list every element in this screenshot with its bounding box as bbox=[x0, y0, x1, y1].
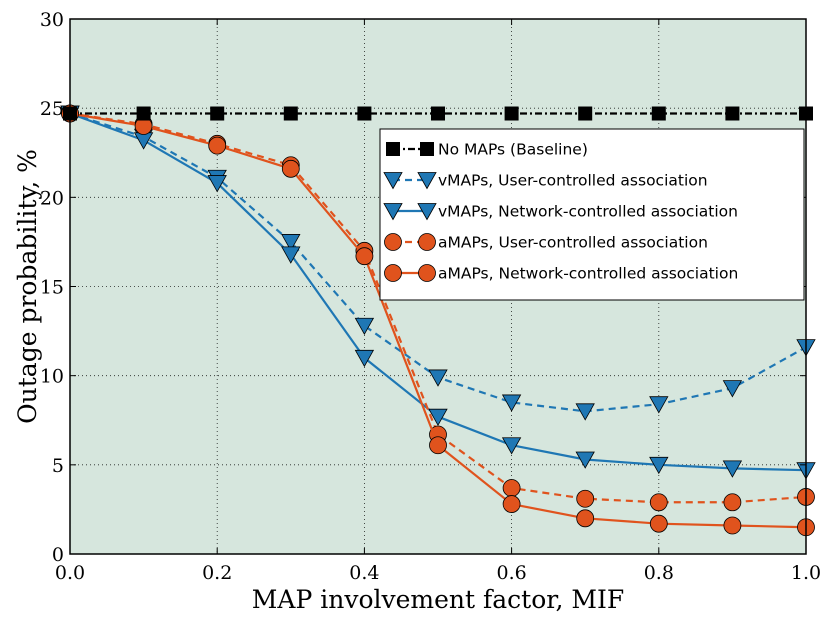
series-3-point bbox=[722, 460, 743, 478]
series-5-point bbox=[576, 509, 595, 528]
y-axis-title: Outage probability, % bbox=[13, 149, 42, 424]
series-4-point bbox=[649, 493, 668, 512]
x-tick-label: 0.0 bbox=[55, 562, 85, 584]
series-2-point bbox=[501, 394, 522, 412]
legend-marker bbox=[417, 172, 437, 190]
x-tick-label: 1.0 bbox=[791, 562, 821, 584]
series-2-point bbox=[428, 369, 448, 387]
series-5 bbox=[61, 104, 815, 537]
y-tick-label: 15 bbox=[40, 277, 64, 299]
series-3-point bbox=[207, 175, 227, 193]
x-tick-label: 0.8 bbox=[644, 562, 674, 584]
series-5-point bbox=[502, 495, 521, 513]
series-4-point bbox=[723, 493, 742, 512]
legend-marker bbox=[383, 203, 403, 221]
x-tick-label: 0.4 bbox=[349, 562, 379, 584]
legend-label: No MAPs (Baseline) bbox=[438, 141, 588, 159]
series-3-point bbox=[575, 451, 595, 469]
legend-label: vMAPs, Network-controlled association bbox=[438, 203, 738, 221]
series-2-point bbox=[649, 396, 669, 414]
series-3-point bbox=[501, 437, 522, 455]
y-tick-label: 10 bbox=[40, 366, 64, 388]
series-1-point bbox=[431, 106, 445, 121]
series-5-point bbox=[208, 136, 227, 155]
legend-marker bbox=[384, 264, 402, 282]
series-2-point bbox=[354, 317, 375, 336]
series-3-point bbox=[354, 349, 375, 368]
series-5-point bbox=[355, 247, 374, 266]
series-2-point bbox=[722, 380, 743, 398]
y-tick-label: 5 bbox=[52, 455, 64, 477]
legend-marker bbox=[417, 203, 437, 221]
series-1-point bbox=[578, 106, 593, 121]
series-1-point bbox=[357, 106, 372, 121]
series-1-point bbox=[725, 106, 740, 121]
legend-label: aMAPs, User-controlled association bbox=[438, 234, 708, 252]
x-axis-title: MAP involvement factor, MIF bbox=[252, 585, 624, 614]
series-4-point bbox=[502, 479, 521, 497]
legend-label: aMAPs, Network-controlled association bbox=[438, 265, 738, 283]
legend-label: vMAPs, User-controlled association bbox=[438, 172, 708, 190]
series-1-point bbox=[210, 106, 225, 121]
legend-marker bbox=[386, 142, 400, 156]
x-tick-label: 0.6 bbox=[496, 562, 526, 584]
x-tick-label: 0.2 bbox=[202, 562, 232, 584]
series-2-point bbox=[281, 234, 301, 252]
series-3-point bbox=[649, 456, 669, 475]
series-4-point bbox=[576, 489, 595, 508]
series-1-point bbox=[651, 106, 666, 121]
legend-marker bbox=[384, 233, 402, 251]
series-5-point bbox=[429, 436, 447, 455]
series-2-point bbox=[575, 403, 595, 421]
y-tick-label: 30 bbox=[40, 9, 64, 31]
series-3-point bbox=[428, 408, 448, 426]
axis-ticks: 0.0 0.2 0.4 0.6 0.8 1.0 0 5 10 15 20 25 30 bbox=[40, 9, 821, 584]
legend-box bbox=[379, 128, 805, 301]
series-1-point bbox=[283, 106, 298, 121]
legend-marker bbox=[383, 172, 403, 190]
series-5-point bbox=[723, 516, 742, 535]
series-1-point bbox=[504, 106, 519, 121]
legend-marker bbox=[418, 264, 436, 282]
y-tick-label: 25 bbox=[40, 98, 64, 120]
series-5-point bbox=[649, 514, 668, 533]
series-4-line bbox=[69, 112, 807, 504]
series-3-point bbox=[281, 246, 301, 264]
y-tick-label: 0 bbox=[52, 544, 64, 566]
legend-marker bbox=[420, 142, 434, 156]
y-tick-label: 20 bbox=[40, 187, 64, 209]
legend-marker bbox=[418, 233, 436, 251]
series-1-point bbox=[136, 106, 151, 121]
legend: No MAPs (Baseline) vMAPs, User-controlled… bbox=[379, 128, 805, 301]
series-5-point bbox=[281, 159, 300, 178]
